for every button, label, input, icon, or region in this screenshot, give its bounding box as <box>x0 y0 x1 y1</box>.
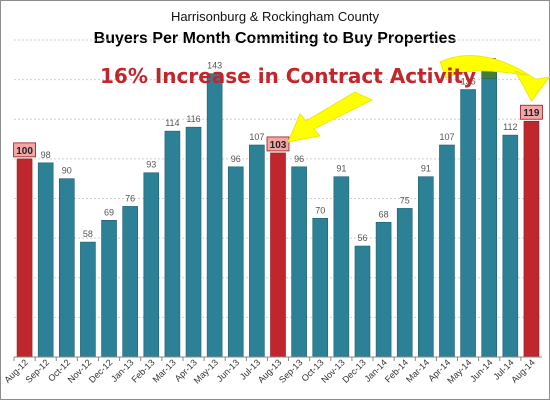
bar-highlighted <box>270 152 286 358</box>
data-label: 96 <box>231 154 241 164</box>
bar <box>439 144 455 358</box>
chart-subtitle: Harrisonburg & Rockingham County <box>170 9 380 24</box>
bar <box>206 73 223 358</box>
x-tick-label: Dec-12 <box>87 357 115 385</box>
x-tick-label: Mar-14 <box>404 357 431 384</box>
headline-annotation: 16% Increase in Contract Activity <box>100 64 476 88</box>
data-label: 90 <box>62 166 72 176</box>
bar <box>249 144 265 358</box>
data-label: 114 <box>165 118 179 128</box>
data-label: 93 <box>146 160 156 170</box>
data-label: 98 <box>41 150 51 160</box>
data-label: 75 <box>400 195 410 205</box>
x-tick-label: Jun-13 <box>215 357 242 384</box>
bar <box>37 162 54 358</box>
data-label: 58 <box>83 229 93 239</box>
bar <box>291 166 307 358</box>
data-label: 143 <box>207 61 222 71</box>
bar <box>312 218 329 358</box>
bar <box>101 219 117 358</box>
data-label: 56 <box>357 233 367 243</box>
bar <box>143 172 160 358</box>
bar <box>227 166 244 358</box>
bar <box>354 245 371 358</box>
data-label: 96 <box>294 154 304 164</box>
data-label: 107 <box>249 132 264 142</box>
data-label: 103 <box>270 140 287 151</box>
x-tick-label: Dec-13 <box>340 357 368 385</box>
bar <box>185 126 202 358</box>
bar-highlighted <box>16 158 33 358</box>
data-label-box <box>266 136 290 152</box>
bar <box>502 134 519 358</box>
bar <box>333 176 350 358</box>
data-label-box <box>13 142 36 158</box>
data-label: 91 <box>336 164 346 174</box>
bar <box>122 206 138 358</box>
data-label: 107 <box>439 132 454 142</box>
x-tick-label: Jun-14 <box>468 357 495 384</box>
arrow-to-aug13-icon <box>287 91 373 143</box>
data-label: 119 <box>523 108 540 119</box>
data-label: 76 <box>125 193 135 203</box>
bar <box>164 130 181 358</box>
x-tick-label: Sep-12 <box>23 357 51 385</box>
data-label: 91 <box>421 164 431 174</box>
bar <box>375 221 392 358</box>
bar <box>418 176 434 358</box>
bar-highlighted <box>523 120 540 358</box>
arrow-to-aug14-icon <box>439 55 550 102</box>
data-label: 100 <box>16 146 33 157</box>
x-tick-label: Aug-14 <box>509 357 537 385</box>
chart-title: Buyers Per Month Commiting to Buy Proper… <box>93 30 457 47</box>
bar <box>396 208 413 358</box>
data-label: 70 <box>315 205 325 215</box>
data-label: 112 <box>503 122 517 132</box>
x-tick-label: Mar-13 <box>151 357 178 384</box>
data-label: 68 <box>379 209 389 219</box>
data-label: 135 <box>461 77 476 87</box>
bar <box>481 78 498 358</box>
bar <box>460 89 476 358</box>
data-label-box <box>520 104 543 120</box>
x-tick-label: Sep-13 <box>277 357 305 385</box>
bar <box>58 178 75 358</box>
data-label: 116 <box>186 114 200 124</box>
data-label: 69 <box>104 207 114 217</box>
bar <box>80 241 96 358</box>
